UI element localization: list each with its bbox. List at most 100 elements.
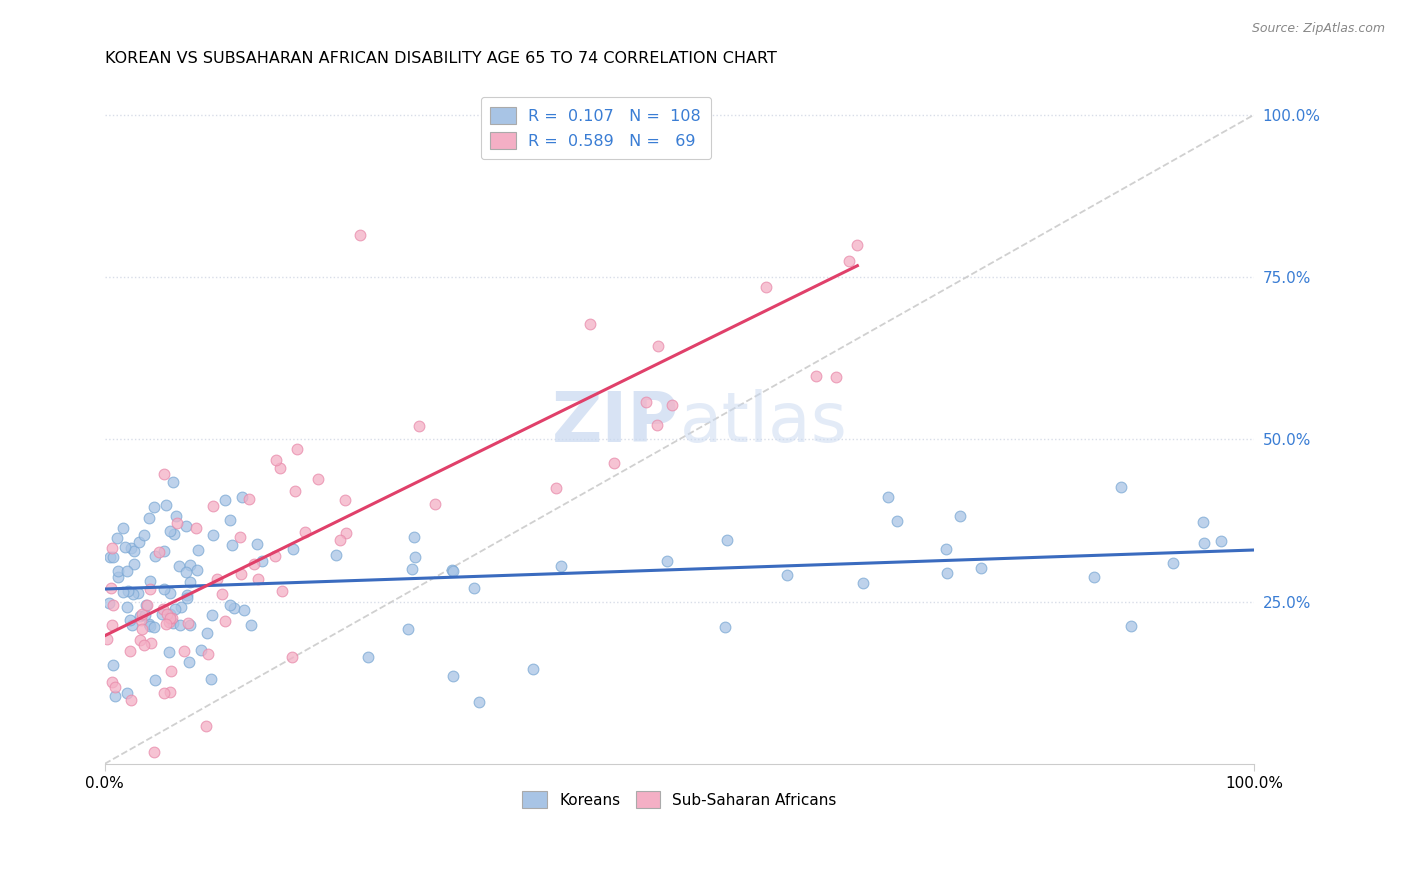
Point (153, 582, 176, 596)
Point (222, 601, 245, 615)
Point (143, 673, 166, 688)
Point (838, 253, 860, 268)
Point (851, 576, 873, 591)
Point (128, 535, 150, 549)
Point (214, 614, 236, 628)
Point (441, 669, 464, 683)
Point (117, 583, 139, 598)
Point (159, 607, 181, 622)
Point (655, 554, 678, 568)
Point (155, 607, 177, 621)
Point (280, 650, 302, 665)
Point (134, 528, 156, 542)
Point (716, 533, 738, 547)
Point (1109, 480, 1132, 494)
Point (159, 685, 181, 699)
Point (148, 545, 170, 559)
Point (285, 442, 308, 457)
Point (132, 638, 155, 652)
Point (111, 584, 134, 599)
Point (263, 549, 285, 564)
Point (970, 561, 993, 575)
Point (886, 514, 908, 528)
Point (159, 586, 181, 600)
Point (603, 456, 626, 470)
Point (219, 599, 242, 613)
Point (325, 548, 347, 562)
Point (115, 686, 138, 700)
Point (159, 611, 181, 625)
Point (143, 549, 166, 563)
Point (153, 543, 176, 558)
Point (169, 617, 191, 632)
Point (238, 491, 260, 506)
Point (1119, 619, 1142, 633)
Point (266, 453, 288, 467)
Point (163, 527, 186, 541)
Point (159, 524, 181, 538)
Point (100, 541, 122, 555)
Point (755, 279, 778, 293)
Point (200, 672, 222, 686)
Text: KOREAN VS SUBSAHARAN AFRICAN DISABILITY AGE 65 TO 74 CORRELATION CHART: KOREAN VS SUBSAHARAN AFRICAN DISABILITY … (104, 51, 776, 66)
Text: ZIP: ZIP (553, 390, 679, 457)
Point (155, 498, 177, 512)
Point (423, 497, 446, 511)
Point (163, 602, 186, 616)
Point (165, 509, 187, 524)
Point (776, 568, 799, 582)
Point (143, 500, 166, 515)
Point (877, 490, 900, 504)
Point (120, 693, 142, 707)
Point (139, 582, 162, 596)
Point (396, 622, 419, 636)
Point (1191, 515, 1213, 529)
Point (176, 591, 198, 605)
Point (522, 662, 544, 676)
Point (509, 140, 531, 154)
Point (281, 542, 304, 557)
Point (207, 572, 229, 586)
Point (135, 599, 157, 613)
Point (218, 513, 240, 527)
Point (1192, 536, 1215, 550)
Point (250, 554, 273, 568)
Point (176, 588, 198, 602)
Point (166, 516, 188, 531)
Point (153, 686, 176, 700)
Point (104, 690, 127, 704)
Point (131, 607, 153, 622)
Point (197, 648, 219, 662)
Point (162, 475, 184, 489)
Point (179, 575, 201, 590)
Point (647, 339, 669, 353)
Point (179, 618, 201, 632)
Point (100, 582, 122, 596)
Point (177, 655, 200, 669)
Point (120, 644, 142, 658)
Point (201, 528, 224, 542)
Point (242, 557, 264, 571)
Point (167, 558, 190, 573)
Point (120, 613, 142, 627)
Point (402, 530, 425, 544)
Point (578, 317, 600, 331)
Point (846, 238, 869, 252)
Point (174, 566, 197, 580)
Point (152, 602, 174, 616)
Point (97, 596, 120, 610)
Point (96, 632, 118, 647)
Point (1083, 570, 1105, 584)
Point (101, 675, 124, 690)
Point (349, 227, 371, 242)
Point (107, 564, 129, 578)
Point (101, 618, 124, 632)
Point (186, 563, 208, 577)
Point (440, 563, 463, 577)
Point (138, 511, 160, 525)
Point (153, 467, 176, 481)
Point (1161, 556, 1184, 570)
Point (173, 644, 195, 658)
Point (307, 472, 329, 486)
Point (201, 607, 224, 622)
